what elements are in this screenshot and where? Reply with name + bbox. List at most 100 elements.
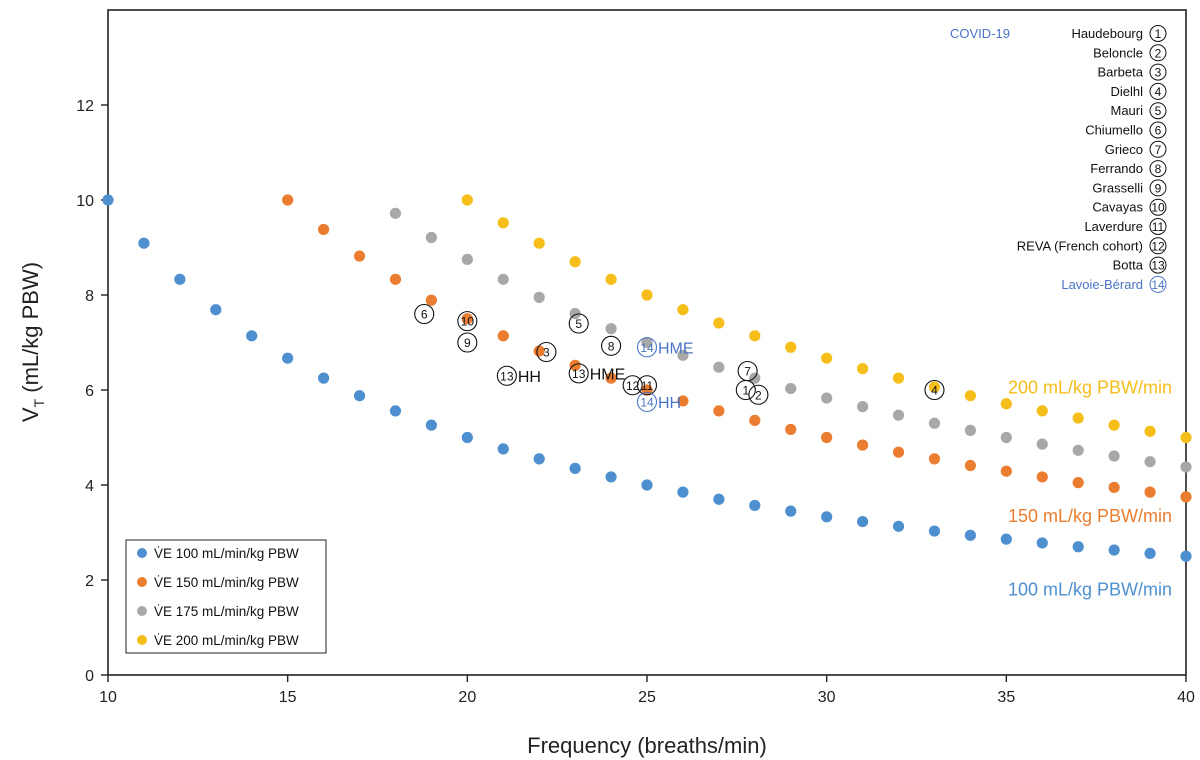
x-tick-label: 10 (99, 689, 117, 706)
data-point-series-4 (1108, 419, 1120, 431)
x-tick-label: 35 (997, 689, 1015, 706)
study-marker-number: 5 (575, 317, 582, 331)
reference-name: Beloncle (1093, 45, 1143, 60)
data-point-series-3 (964, 424, 977, 436)
data-point-series-2 (497, 330, 509, 342)
data-point-series-4 (1144, 425, 1156, 437)
data-point-series-3 (1000, 431, 1012, 444)
reference-number: 8 (1155, 162, 1162, 176)
reference-list: COVID-19 Haudebourg 1 Beloncle 2 Barbeta 3 Die… (950, 25, 1167, 293)
study-marker-circle (536, 341, 557, 363)
legend-label: V̇E 200 mL/min/kg PBW (154, 633, 299, 648)
study-marker: 2 (748, 384, 769, 405)
data-point-series-1 (713, 493, 725, 505)
data-point-series-1 (210, 304, 222, 316)
data-point-series-4 (677, 304, 689, 316)
data-point-series-1 (497, 443, 509, 455)
data-point-series-3 (821, 392, 833, 404)
reference-number: 2 (1155, 46, 1162, 60)
data-point-series-1 (892, 520, 905, 532)
data-point-series-1 (389, 405, 402, 417)
data-point-series-1 (246, 330, 258, 342)
reference-name: Cavayas (1092, 200, 1143, 215)
data-point-series-3 (1144, 456, 1156, 468)
legend-marker (137, 635, 147, 645)
legend-label: V̇E 150 mL/min/kg PBW (154, 575, 299, 590)
reference-circle (1149, 82, 1167, 100)
y-tick-label: 12 (76, 98, 94, 115)
data-point-series-3 (389, 207, 402, 219)
study-marker: 4 (924, 379, 945, 401)
data-point-series-4 (461, 194, 473, 206)
data-point-series-2 (605, 372, 617, 384)
reference-circle (1149, 218, 1167, 235)
data-point-series-3 (713, 361, 725, 373)
reference-name: REVA (French cohort) (1017, 238, 1143, 253)
data-point-series-4 (1036, 405, 1048, 417)
data-point-series-1 (1000, 533, 1012, 545)
y-tick-label: 8 (85, 288, 94, 305)
data-point-series-3 (1036, 438, 1048, 450)
legend-label: V̇E 175 mL/min/kg PBW (154, 604, 299, 619)
y-tick-label: 2 (85, 573, 94, 590)
reference-number: 6 (1155, 124, 1162, 138)
study-marker-circle (748, 384, 769, 405)
data-point-series-4 (713, 317, 725, 329)
study-marker: 8 (601, 335, 622, 356)
data-points (102, 194, 1192, 562)
reference-number: 13 (1151, 259, 1165, 273)
reference-circle (1149, 140, 1167, 158)
data-point-series-3 (1072, 444, 1084, 456)
study-marker: 3 (536, 341, 557, 363)
data-point-series-4 (605, 273, 617, 285)
study-marker-circle (568, 313, 589, 334)
data-point-series-1 (1108, 544, 1120, 556)
study-marker-number: 14 (640, 341, 654, 355)
reference-circle (1149, 102, 1167, 120)
data-point-series-1 (1072, 541, 1084, 553)
data-point-series-1 (641, 479, 653, 491)
data-point-series-3 (749, 372, 761, 384)
data-point-series-4 (928, 381, 941, 393)
study-marker: 11 (636, 375, 658, 396)
reference-name: Laverdure (1084, 219, 1143, 234)
study-marker-number: 1 (742, 384, 749, 398)
study-marker-number: 4 (931, 384, 938, 398)
covid-label: COVID-19 (950, 26, 1010, 41)
data-point-series-2 (1144, 486, 1156, 498)
reference-name: Botta (1113, 258, 1144, 273)
reference-number: 12 (1151, 239, 1165, 253)
data-point-series-2 (928, 453, 941, 465)
reference-number: 14 (1151, 278, 1165, 292)
data-point-series-1 (569, 462, 581, 474)
data-point-series-1 (821, 511, 833, 523)
study-marker: 6 (414, 303, 435, 325)
data-point-series-4 (641, 289, 653, 301)
y-axis-title-rest: (mL/kg PBW) (18, 262, 43, 399)
data-point-series-2 (533, 345, 545, 357)
data-point-series-3 (605, 323, 617, 335)
data-point-series-3 (1180, 461, 1192, 473)
data-point-series-1 (174, 273, 186, 285)
study-marker-number: 12 (626, 379, 640, 393)
data-point-series-2 (785, 423, 797, 436)
study-marker: 13 HH (496, 365, 541, 386)
data-point-series-2 (713, 405, 725, 417)
study-marker-number: 13 (500, 369, 514, 383)
study-marker: 14 HH (636, 391, 681, 412)
data-point-series-1 (785, 505, 797, 517)
data-point-series-2 (425, 294, 437, 306)
data-point-series-1 (282, 352, 294, 364)
y-axis-title-sub: T (31, 398, 47, 407)
data-point-series-2 (461, 313, 473, 325)
y-tick-label: 4 (85, 478, 94, 495)
data-point-series-1 (138, 237, 150, 249)
study-marker-number: 14 (640, 395, 654, 409)
data-point-series-2 (1180, 491, 1192, 503)
study-marker: 9 (457, 332, 478, 353)
legend-label: V̇E 100 mL/min/kg PBW (154, 546, 299, 561)
line-label: 150 mL/kg PBW/min (1008, 506, 1172, 526)
data-point-series-1 (857, 515, 869, 528)
data-point-series-1 (318, 372, 330, 384)
reference-name: Barbeta (1097, 65, 1143, 80)
